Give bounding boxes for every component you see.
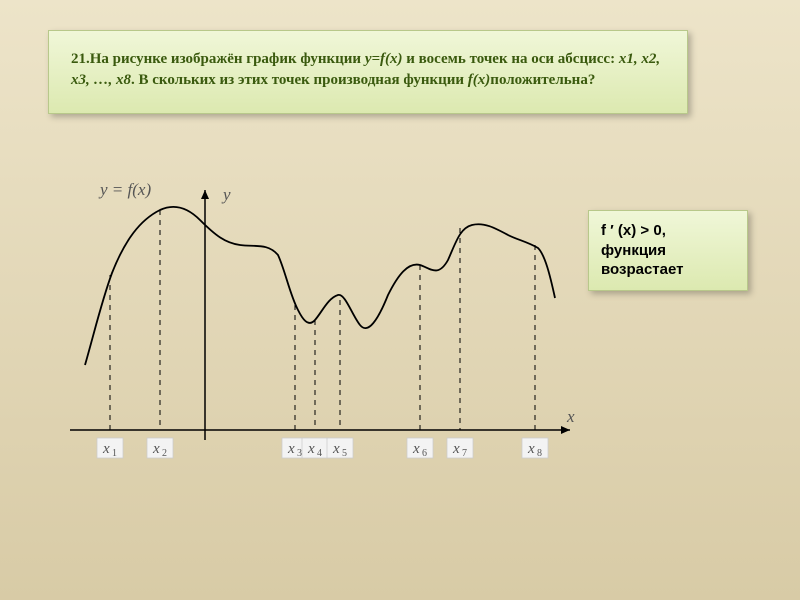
svg-text:x: x <box>307 441 315 457</box>
question-suffix: положительна? <box>490 72 595 88</box>
svg-text:x: x <box>566 407 575 426</box>
svg-text:7: 7 <box>462 448 467 459</box>
svg-text:1: 1 <box>112 448 117 459</box>
answer-line2: функция возрастает <box>601 241 735 280</box>
svg-text:2: 2 <box>162 448 167 459</box>
svg-text:x: x <box>332 441 340 457</box>
svg-text:x: x <box>102 441 110 457</box>
question-mid1: и восемь точек на оси абсцисс: <box>403 51 619 67</box>
question-mid2: . В скольких из этих точек производная ф… <box>131 72 468 88</box>
svg-text:y: y <box>221 185 231 204</box>
graph-area: y = f(x) yxx1x2x3x4x5x6x7x8 <box>40 180 580 500</box>
svg-text:x: x <box>452 441 460 457</box>
answer-box: f ′ (x) > 0, функция возрастает <box>588 210 748 291</box>
svg-text:4: 4 <box>317 448 322 459</box>
svg-text:x: x <box>152 441 160 457</box>
question-text-prefix: 21.На рисунке изображён график функции <box>71 51 365 67</box>
graph-svg: yxx1x2x3x4x5x6x7x8 <box>40 180 580 480</box>
svg-text:6: 6 <box>422 448 427 459</box>
question-func2: f(x) <box>468 72 491 88</box>
answer-line1: f ′ (x) > 0, <box>601 221 735 241</box>
question-box: 21.На рисунке изображён график функции y… <box>48 30 688 114</box>
svg-text:3: 3 <box>297 448 302 459</box>
question-func: y=f(x) <box>365 51 403 67</box>
svg-text:x: x <box>527 441 535 457</box>
svg-text:5: 5 <box>342 448 347 459</box>
svg-text:x: x <box>287 441 295 457</box>
svg-text:x: x <box>412 441 420 457</box>
svg-text:8: 8 <box>537 448 542 459</box>
